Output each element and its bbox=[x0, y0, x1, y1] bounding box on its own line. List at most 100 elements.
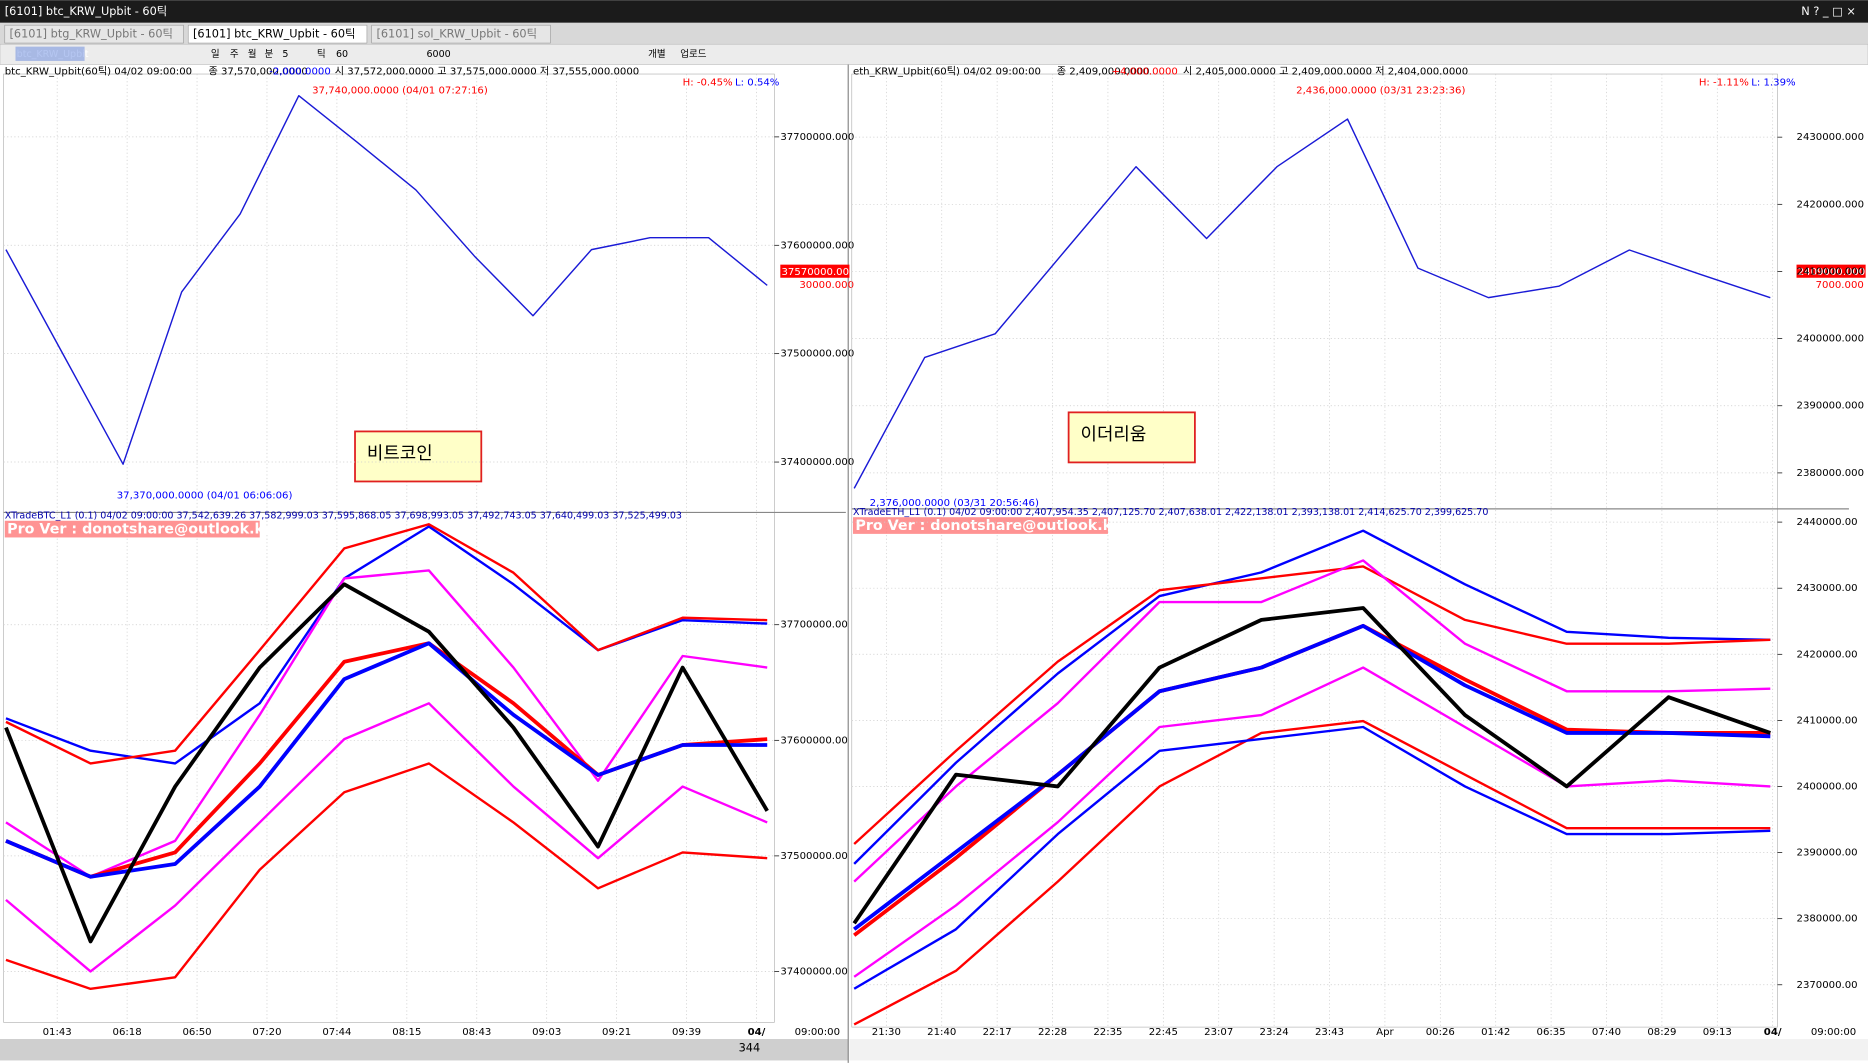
title-bar bbox=[0, 0, 1868, 23]
y-tick-label: 2380000.000 bbox=[1797, 468, 1865, 479]
coin-label-box bbox=[1067, 411, 1196, 464]
coin-label: 이더리움 bbox=[1081, 424, 1147, 445]
x-tick-label: 01:42 bbox=[1481, 1027, 1510, 1038]
toolbar-item[interactable]: 월 bbox=[248, 48, 257, 60]
x-tick-label: 22:28 bbox=[1038, 1027, 1067, 1038]
coin-label: 비트코인 bbox=[367, 443, 433, 464]
change-header: -2,000.0000 bbox=[269, 67, 331, 78]
indicator-line bbox=[853, 719, 1771, 1026]
low-pct: L: 0.54% bbox=[735, 77, 780, 88]
x-tick-label: 09:21 bbox=[602, 1027, 631, 1038]
coin-label-box bbox=[354, 430, 483, 483]
y-tick-label: 2390000.000 bbox=[1797, 401, 1865, 412]
watermark: Pro Ver : donotshare@outlook.kr bbox=[855, 518, 1119, 534]
y-tick-label: 37600000.000 bbox=[780, 240, 854, 251]
x-tick-label: 07:44 bbox=[322, 1027, 351, 1038]
x-tick-label: 22:17 bbox=[983, 1027, 1012, 1038]
scrollbar bbox=[849, 1039, 1868, 1061]
price-tag bbox=[1796, 264, 1866, 278]
toolbar-item[interactable]: 60 bbox=[336, 49, 348, 60]
y-tick-label: 37700000.000 bbox=[780, 132, 854, 143]
tab[interactable] bbox=[4, 24, 184, 44]
corner-time: 09:00:00 bbox=[1811, 1027, 1856, 1038]
x-tick-label: 09:03 bbox=[532, 1027, 561, 1038]
toolbar-item[interactable]: 분 bbox=[264, 49, 273, 60]
y-tick-label: 2410000.00 bbox=[1797, 715, 1858, 726]
change-header: +4,000.0000 bbox=[1112, 67, 1178, 78]
x-tick-label: 09:13 bbox=[1703, 1027, 1732, 1038]
indicator-line bbox=[5, 702, 768, 973]
toolbar-item[interactable]: 5 bbox=[282, 49, 288, 60]
x-tick-label: 23:43 bbox=[1315, 1027, 1344, 1038]
plot-border bbox=[851, 73, 1778, 1028]
high-pct: H: -0.45% bbox=[683, 77, 733, 88]
x-tick-label: 07:20 bbox=[252, 1027, 281, 1038]
y-tick-label: 2370000.00 bbox=[1797, 980, 1858, 991]
x-tick-label: 23:07 bbox=[1204, 1027, 1233, 1038]
y-tick-label: 2410000.000 bbox=[1797, 266, 1865, 277]
x-tick-label: 21:30 bbox=[872, 1027, 901, 1038]
x-tick-label: 04/ bbox=[1764, 1027, 1782, 1038]
low-note: 37,370,000.0000 (04/01 06:06:06) bbox=[117, 491, 293, 502]
toolbar-item[interactable]: 업로드 bbox=[680, 48, 707, 60]
x-tick-label: 09:39 bbox=[672, 1027, 701, 1038]
price-line bbox=[5, 94, 768, 465]
diff-tag: 7000.000 bbox=[1816, 280, 1864, 291]
low-pct: L: 1.39% bbox=[1751, 77, 1796, 88]
window-controls[interactable]: N ? _ □ × bbox=[1801, 5, 1856, 18]
symbol-header: btc_KRW_Upbit(60틱) 04/02 09:00:00 bbox=[5, 66, 192, 78]
y-tick-label: 37400000.00 bbox=[780, 966, 848, 977]
x-tick-label: 22:35 bbox=[1093, 1027, 1122, 1038]
tab-label[interactable]: [6101] btg_KRW_Upbit - 60틱 bbox=[10, 28, 173, 41]
toolbar-item[interactable]: 6000 bbox=[426, 49, 450, 60]
tab[interactable] bbox=[371, 24, 551, 44]
toolbar-item[interactable]: 개별 bbox=[648, 49, 666, 60]
toolbar-item[interactable]: 틱 bbox=[317, 48, 326, 60]
tab-label[interactable]: [6101] btc_KRW_Upbit - 60틱 bbox=[193, 28, 355, 41]
price-tag-text: 2409000.000 bbox=[1798, 267, 1866, 278]
indicator-line bbox=[5, 569, 768, 878]
x-tick-label: 08:29 bbox=[1647, 1027, 1676, 1038]
indicator-line bbox=[853, 529, 1771, 865]
tab[interactable] bbox=[187, 24, 368, 44]
y-tick-label: 2420000.000 bbox=[1797, 199, 1865, 210]
y-tick-label: 37400000.000 bbox=[780, 457, 854, 468]
toolbar-item[interactable]: btc_KRW_Upbit bbox=[17, 49, 89, 60]
y-tick-label: 2430000.000 bbox=[1797, 132, 1865, 143]
indicator-header: XTradeETH_L1 (0.1) 04/02 09:00:00 2,407,… bbox=[853, 507, 1488, 518]
indicator-line bbox=[853, 725, 1771, 990]
tab-label[interactable]: [6101] sol_KRW_Upbit - 60틱 bbox=[376, 28, 537, 41]
high-note: 37,740,000.0000 (04/01 07:27:16) bbox=[312, 86, 488, 97]
close-header: 종 37,570,000.0000 bbox=[208, 66, 307, 78]
symbol-header: eth_KRW_Upbit(60틱) 04/02 09:00:00 bbox=[853, 66, 1041, 78]
y-tick-label: 37500000.000 bbox=[780, 349, 854, 360]
indicator-line bbox=[5, 523, 768, 765]
watermark-box bbox=[852, 517, 1108, 534]
x-tick-label: 23:24 bbox=[1260, 1027, 1289, 1038]
y-tick-label: 2420000.00 bbox=[1797, 649, 1858, 660]
low-note: 2,376,000.0000 (03/31 20:56:46) bbox=[870, 498, 1039, 509]
indicator-line bbox=[853, 565, 1771, 845]
high-pct: H: -1.11% bbox=[1699, 77, 1749, 88]
toolbar-item[interactable]: 일 bbox=[211, 49, 220, 60]
indicator-line bbox=[852, 606, 1771, 925]
indicator-line bbox=[5, 762, 768, 991]
price-line bbox=[853, 118, 1771, 489]
corner-time: 09:00:00 bbox=[795, 1027, 840, 1038]
y-tick-label: 2380000.00 bbox=[1797, 914, 1858, 925]
x-tick-label: 06:18 bbox=[113, 1027, 142, 1038]
indicator-line bbox=[853, 666, 1771, 978]
y-tick-label: 2400000.00 bbox=[1797, 781, 1858, 792]
indicator-line bbox=[853, 623, 1771, 931]
x-tick-label: Apr bbox=[1376, 1027, 1394, 1038]
y-tick-label: 37700000.00 bbox=[780, 620, 848, 631]
x-tick-label: 04/ bbox=[748, 1027, 766, 1038]
x-tick-label: 01:43 bbox=[43, 1027, 72, 1038]
symbol-input[interactable] bbox=[15, 46, 85, 61]
toolbar-item[interactable]: 주 bbox=[230, 49, 239, 60]
price-tag-text: 37570000.000 bbox=[782, 267, 856, 278]
ohl-header: 시 2,405,000.0000 고 2,409,000.0000 저 2,40… bbox=[1183, 66, 1468, 78]
close-header: 종 2,409,000.0000 bbox=[1057, 66, 1150, 78]
watermark: Pro Ver : donotshare@outlook.kr bbox=[7, 522, 271, 538]
